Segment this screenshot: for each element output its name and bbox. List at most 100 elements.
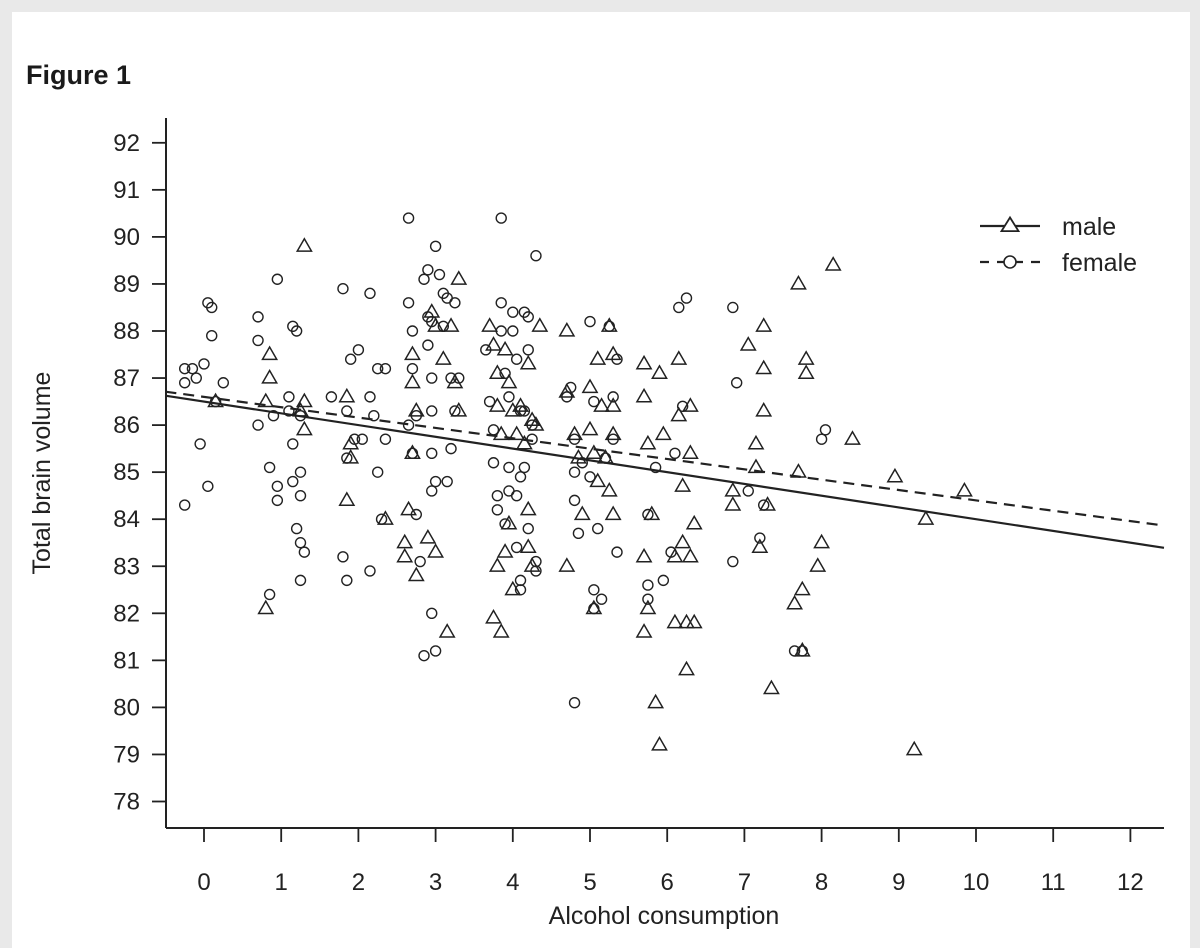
legend-male-label: male xyxy=(1062,213,1116,241)
female-point xyxy=(379,362,392,375)
male-point xyxy=(635,623,653,638)
y-tick-label: 90 xyxy=(113,224,140,251)
x-tick-label: 4 xyxy=(506,869,519,896)
female-point xyxy=(426,607,438,619)
male-point xyxy=(651,736,668,751)
x-axis-title: Alcohol consumption xyxy=(549,902,780,930)
female-point xyxy=(796,645,808,657)
female-point xyxy=(522,344,534,356)
male-point xyxy=(404,345,421,361)
male-point xyxy=(295,392,313,408)
male-point xyxy=(407,401,425,417)
male-point xyxy=(666,547,684,563)
male-point xyxy=(905,740,923,756)
male-point xyxy=(651,364,668,379)
female-point xyxy=(642,593,654,605)
male-point xyxy=(604,397,622,412)
female-point xyxy=(426,485,438,497)
female-point xyxy=(568,494,581,507)
female-point xyxy=(217,377,230,389)
male-point xyxy=(600,481,618,497)
female-point xyxy=(418,649,430,662)
male-point xyxy=(685,514,703,530)
female-point xyxy=(190,372,202,384)
male-point xyxy=(654,425,672,441)
male-point xyxy=(678,660,695,676)
female-point xyxy=(649,461,662,474)
female-point xyxy=(294,537,307,549)
female-point xyxy=(499,518,511,530)
female-point xyxy=(568,433,581,445)
female-point xyxy=(449,405,461,417)
female-point xyxy=(503,461,515,474)
female-point xyxy=(290,325,303,337)
female-point xyxy=(298,546,311,558)
male-point xyxy=(751,538,769,554)
male-point xyxy=(342,434,360,450)
male-point xyxy=(724,481,742,497)
female-point xyxy=(206,301,218,314)
female-point xyxy=(271,480,284,492)
female-point xyxy=(368,409,380,422)
male-point xyxy=(844,430,861,445)
female-point xyxy=(592,522,604,535)
x-tick-label: 6 xyxy=(661,869,674,896)
male-point xyxy=(674,533,692,549)
female-point xyxy=(252,334,264,347)
female-point xyxy=(263,461,276,474)
female-point xyxy=(445,442,457,455)
male-point xyxy=(604,345,622,361)
male-point xyxy=(442,317,460,332)
female-point xyxy=(294,489,307,502)
male-point xyxy=(523,557,541,572)
male-point xyxy=(558,557,576,572)
male-point xyxy=(423,303,441,318)
female-point xyxy=(669,447,681,460)
y-tick-label: 79 xyxy=(113,741,140,768)
female-point xyxy=(499,367,511,380)
female-point xyxy=(194,438,206,450)
female-point xyxy=(178,362,191,375)
male-point xyxy=(809,557,827,572)
female-point xyxy=(495,325,507,337)
male-point xyxy=(635,354,653,370)
female-point xyxy=(271,273,284,285)
female-point xyxy=(341,452,353,464)
female-point xyxy=(607,391,619,403)
female-point xyxy=(178,499,191,511)
male-point xyxy=(558,383,576,398)
female-point xyxy=(514,471,527,483)
male-point xyxy=(257,392,275,408)
female-point xyxy=(437,320,450,332)
female-point xyxy=(599,452,612,464)
male-point xyxy=(585,444,603,459)
male-point xyxy=(955,481,973,497)
female-point xyxy=(341,405,353,417)
female-point xyxy=(611,353,623,365)
female-point xyxy=(727,301,739,314)
x-tick-label: 3 xyxy=(429,869,442,896)
female-point xyxy=(727,555,739,568)
legend: male female xyxy=(980,213,1137,277)
male-point xyxy=(450,270,468,285)
male-point xyxy=(492,623,510,638)
male-point xyxy=(793,580,811,596)
male-point xyxy=(485,336,502,351)
female-point xyxy=(449,297,461,309)
female-point xyxy=(283,391,295,403)
y-tick-label: 87 xyxy=(113,365,140,392)
male-point xyxy=(446,373,464,389)
female-point xyxy=(283,405,295,417)
female-point xyxy=(522,522,534,535)
female-point xyxy=(561,391,573,403)
female-point xyxy=(510,353,523,365)
female-point xyxy=(819,424,832,436)
female-point xyxy=(530,250,542,262)
female-point xyxy=(480,344,492,356)
male-point xyxy=(558,321,576,337)
female-point xyxy=(364,565,376,577)
male-point xyxy=(488,557,506,572)
female-point xyxy=(510,541,523,554)
